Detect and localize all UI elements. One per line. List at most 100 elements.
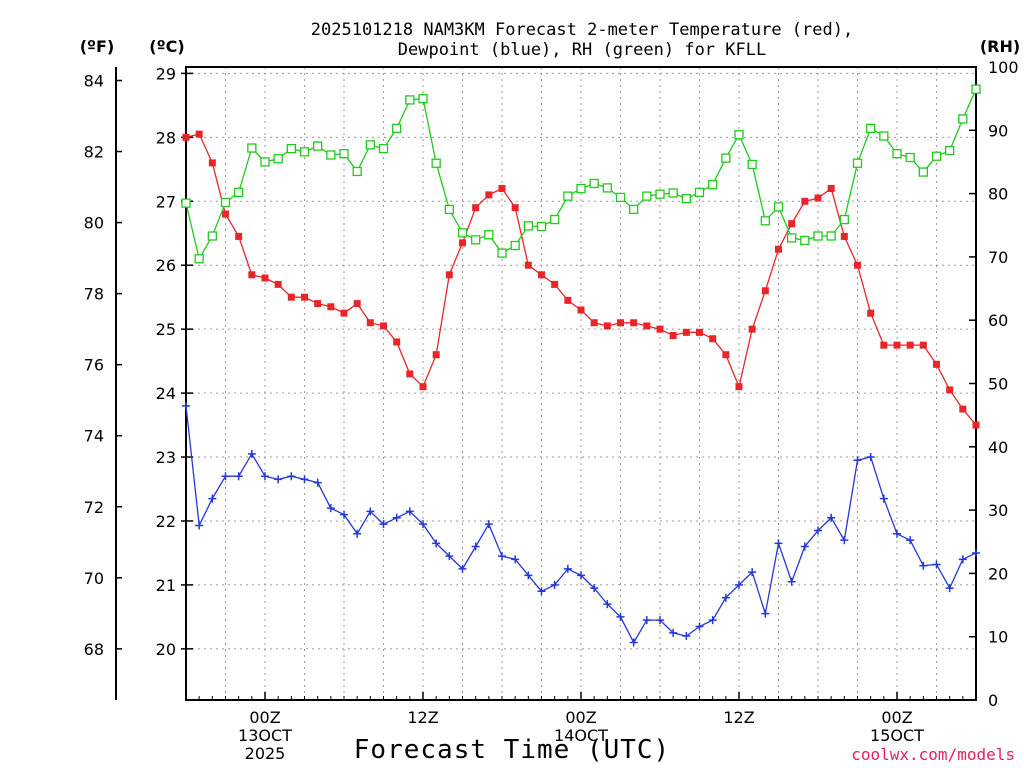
data-point bbox=[919, 341, 927, 349]
data-point bbox=[222, 210, 229, 218]
data-point bbox=[694, 187, 705, 197]
data-point bbox=[261, 472, 269, 481]
data-point bbox=[603, 322, 611, 330]
data-point bbox=[352, 166, 362, 177]
fahrenheit-tick-label: 84 bbox=[84, 71, 104, 90]
data-point bbox=[866, 123, 876, 134]
data-point bbox=[972, 421, 980, 429]
data-point bbox=[247, 143, 257, 153]
fahrenheit-tick-label: 70 bbox=[84, 569, 104, 588]
data-point bbox=[958, 114, 968, 124]
celsius-unit-label: (ºC) bbox=[149, 37, 184, 56]
data-point bbox=[444, 204, 454, 215]
data-point bbox=[708, 616, 717, 625]
data-point bbox=[840, 232, 848, 240]
data-point bbox=[747, 159, 757, 170]
data-point bbox=[735, 580, 743, 589]
x-tick-label: 13OCT bbox=[238, 726, 292, 745]
data-point bbox=[668, 188, 678, 198]
data-point bbox=[524, 261, 532, 269]
rh-tick-label: 70 bbox=[988, 248, 1008, 267]
data-point bbox=[392, 513, 401, 522]
data-point bbox=[287, 293, 295, 301]
data-point bbox=[945, 584, 954, 593]
data-point bbox=[497, 248, 507, 258]
rh-tick-label: 50 bbox=[988, 375, 1008, 394]
data-point bbox=[182, 401, 190, 410]
data-point bbox=[260, 157, 270, 167]
axes: 20 21 22 23 24 25 26 27 28 29 68 70 72 74 76 78 80 82 84 0 1… bbox=[84, 58, 1019, 763]
data-point bbox=[564, 296, 572, 304]
data-series bbox=[181, 84, 981, 647]
data-point bbox=[274, 475, 283, 484]
data-point bbox=[458, 564, 467, 573]
celsius-tick-label: 29 bbox=[156, 64, 176, 83]
data-point bbox=[221, 472, 230, 481]
data-point bbox=[655, 189, 665, 199]
data-point bbox=[273, 154, 283, 164]
data-point bbox=[326, 150, 336, 160]
x-tick-label: 12Z bbox=[407, 708, 438, 727]
data-point bbox=[827, 513, 836, 522]
data-point bbox=[577, 306, 585, 314]
celsius-tick-label: 25 bbox=[156, 320, 176, 339]
data-point bbox=[194, 254, 204, 264]
data-point bbox=[208, 159, 216, 167]
data-point bbox=[286, 144, 296, 154]
rh-tick-label: 90 bbox=[988, 121, 1008, 140]
data-point bbox=[590, 319, 598, 327]
data-point bbox=[392, 123, 402, 134]
data-point bbox=[524, 571, 533, 580]
x-axis-label: Forecast Time (UTC) bbox=[354, 735, 670, 765]
data-point bbox=[681, 194, 691, 204]
series-line bbox=[185, 88, 977, 261]
data-point bbox=[721, 593, 730, 602]
data-point bbox=[906, 341, 914, 349]
data-point bbox=[550, 580, 559, 589]
data-point bbox=[761, 609, 770, 618]
data-point bbox=[378, 144, 389, 154]
data-point bbox=[313, 478, 322, 487]
data-point bbox=[485, 191, 493, 199]
data-point bbox=[801, 197, 809, 205]
data-point bbox=[511, 555, 520, 564]
data-point bbox=[879, 494, 888, 503]
rh-tick-label: 10 bbox=[988, 628, 1008, 647]
data-point bbox=[419, 383, 427, 391]
data-point bbox=[854, 261, 861, 269]
data-point bbox=[853, 456, 862, 465]
celsius-tick-label: 26 bbox=[156, 256, 176, 275]
data-point bbox=[931, 151, 942, 161]
data-point bbox=[840, 536, 849, 545]
data-point bbox=[932, 560, 941, 569]
data-point bbox=[630, 319, 638, 327]
data-point bbox=[589, 178, 599, 189]
data-point bbox=[696, 328, 703, 336]
data-point bbox=[629, 204, 639, 215]
celsius-tick-label: 20 bbox=[156, 640, 176, 659]
data-point bbox=[787, 233, 797, 243]
data-point bbox=[722, 351, 730, 359]
data-point bbox=[313, 141, 323, 151]
data-point bbox=[813, 231, 823, 241]
data-point bbox=[839, 214, 849, 225]
data-point bbox=[787, 577, 796, 586]
fahrenheit-tick-label: 72 bbox=[84, 498, 104, 517]
data-point bbox=[971, 84, 981, 94]
data-point bbox=[261, 274, 269, 282]
data-point bbox=[247, 449, 256, 458]
rh-tick-label: 60 bbox=[988, 311, 1008, 330]
rh-unit-label: (RH) bbox=[980, 37, 1020, 56]
x-tick-label: 12Z bbox=[723, 708, 754, 727]
data-point bbox=[195, 521, 204, 530]
data-point bbox=[800, 235, 810, 246]
data-point bbox=[498, 184, 506, 192]
data-point bbox=[852, 158, 863, 168]
data-point bbox=[879, 131, 889, 141]
data-point bbox=[550, 214, 560, 225]
celsius-tick-label: 27 bbox=[156, 192, 176, 211]
x-tick-label: 2025 bbox=[245, 744, 286, 763]
data-point bbox=[946, 386, 954, 394]
data-point bbox=[577, 571, 585, 580]
celsius-tick-label: 21 bbox=[156, 576, 176, 595]
